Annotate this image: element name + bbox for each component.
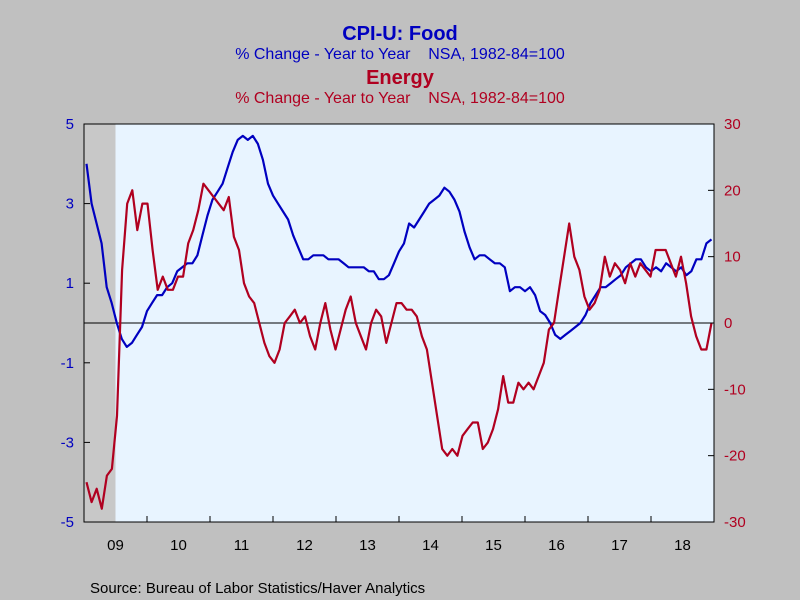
right-tick-label: -10 <box>724 381 746 398</box>
chart-title-energy: Energy <box>366 67 435 89</box>
x-tick-label: 15 <box>485 537 502 554</box>
x-tick-label: 18 <box>674 537 691 554</box>
chart-subtitle-food: % Change - Year to Year NSA, 1982-84=100 <box>235 46 565 63</box>
left-tick-label: -1 <box>61 355 74 372</box>
right-tick-label: 20 <box>724 182 741 199</box>
series-line-food <box>85 134 713 348</box>
chart-subtitle-energy: % Change - Year to Year NSA, 1982-84=100 <box>235 90 565 107</box>
left-tick-label: 5 <box>66 116 74 133</box>
right-tick-label: -30 <box>724 514 746 531</box>
left-tick-label: -3 <box>61 434 74 451</box>
chart-title-food: CPI-U: Food <box>342 23 458 45</box>
left-tick-label: -5 <box>61 514 74 531</box>
right-tick-label: 0 <box>724 315 732 332</box>
right-tick-label: 10 <box>724 249 741 266</box>
series-line-energy <box>85 182 713 510</box>
x-tick-label: 17 <box>611 537 628 554</box>
x-tick-label: 13 <box>359 537 376 554</box>
x-tick-label: 09 <box>107 537 124 554</box>
x-tick-label: 12 <box>296 537 313 554</box>
right-tick-label: 30 <box>724 116 741 133</box>
source-note: Source: Bureau of Labor Statistics/Haver… <box>90 580 425 597</box>
left-tick-label: 3 <box>66 196 74 213</box>
x-tick-label: 11 <box>234 537 250 554</box>
x-tick-label: 16 <box>548 537 565 554</box>
x-tick-label: 14 <box>422 537 439 554</box>
x-tick-label: 10 <box>170 537 187 554</box>
left-tick-label: 1 <box>66 275 74 292</box>
right-tick-label: -20 <box>724 448 746 465</box>
